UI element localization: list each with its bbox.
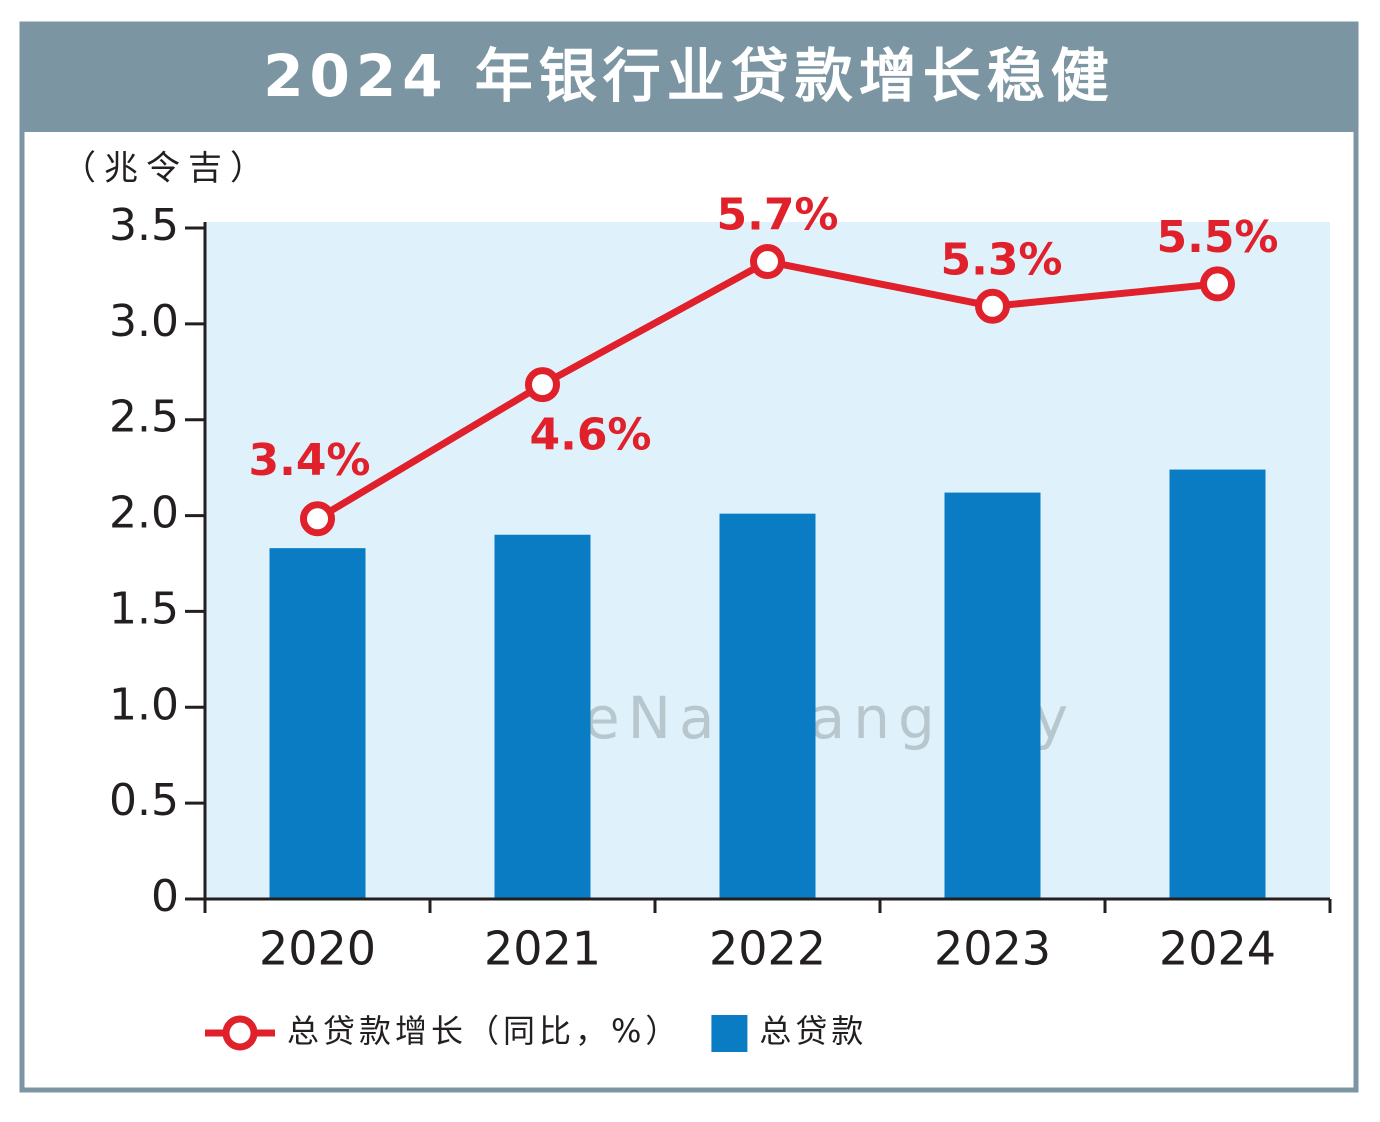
y-tick-label: 0 [151, 871, 179, 922]
legend-label: 总贷款增长（同比，%） [287, 1012, 681, 1050]
y-tick-label: 1.0 [109, 679, 179, 730]
chart-title: 2024 年银行业贷款增长稳健 [263, 42, 1115, 110]
data-label: 4.6% [529, 410, 651, 461]
line-marker [1200, 266, 1235, 302]
data-label: 3.4% [248, 435, 370, 486]
y-axis-unit: （兆令吉） [62, 149, 272, 189]
y-tick-label: 2.0 [109, 488, 179, 539]
line-marker [300, 501, 335, 537]
bar [719, 513, 816, 899]
x-tick-label: 2023 [934, 922, 1051, 976]
bar [944, 492, 1041, 899]
line-marker [750, 244, 785, 280]
y-tick-label: 3.5 [109, 200, 179, 251]
y-tick-label: 1.5 [109, 583, 179, 634]
x-tick-label: 2024 [1159, 922, 1276, 976]
data-label: 5.7% [716, 190, 838, 241]
legend-marker [222, 1015, 258, 1051]
data-label: 5.3% [940, 234, 1062, 285]
y-tick-label: 2.5 [109, 392, 179, 443]
x-tick-label: 2022 [709, 922, 826, 976]
line-marker [975, 288, 1010, 324]
bar [1169, 469, 1266, 899]
data-label: 5.5% [1156, 212, 1278, 263]
title-band [22, 24, 1356, 132]
bar [494, 534, 591, 899]
x-tick-label: 2020 [259, 922, 376, 976]
legend-label: 总贷款 [759, 1012, 867, 1050]
line-marker [525, 367, 560, 403]
bar [269, 548, 366, 899]
y-tick-label: 3.0 [109, 296, 179, 347]
y-tick-label: 0.5 [109, 775, 179, 826]
legend-swatch [711, 1015, 748, 1052]
x-tick-label: 2021 [484, 922, 601, 976]
